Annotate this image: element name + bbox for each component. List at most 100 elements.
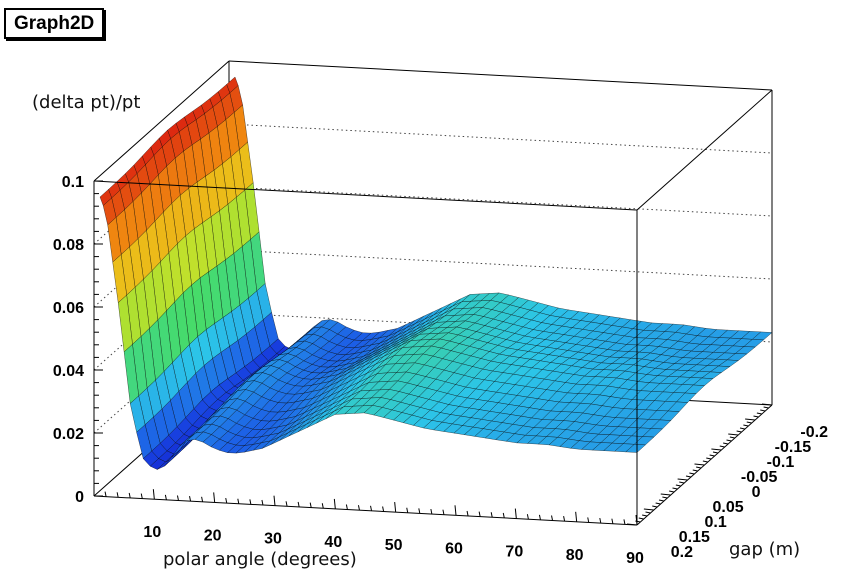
y-tick <box>635 520 641 523</box>
box-edge <box>93 180 638 211</box>
y-tick <box>711 448 722 451</box>
x-tick-label: 50 <box>385 537 403 554</box>
x-tick <box>575 511 578 522</box>
x-tick <box>213 492 216 503</box>
y-tick <box>660 493 671 496</box>
x-tick <box>587 517 590 523</box>
y-tick-label: -0.05 <box>741 469 778 486</box>
box-edge <box>93 495 638 526</box>
x-tick <box>237 498 240 504</box>
x-tick <box>563 516 566 522</box>
y-tick-label: 0 <box>752 484 761 501</box>
y-tick-label: -0.15 <box>775 439 812 456</box>
y-tick <box>675 484 681 487</box>
z-tick-label: 0.06 <box>53 300 84 317</box>
x-tick <box>333 498 336 509</box>
x-tick-label: 90 <box>626 550 644 567</box>
x-tick <box>116 492 119 498</box>
y-tick <box>626 523 638 526</box>
y-tick <box>696 466 702 469</box>
z-tick-label: 0.04 <box>53 363 84 380</box>
x-tick <box>249 499 252 505</box>
x-tick <box>273 495 276 506</box>
y-tick <box>677 478 688 481</box>
x-tick <box>394 502 397 513</box>
tick-labels: 0 0.02 0.04 0.06 0.08 0.1 10 20 30 40 50 60 70 80 90 -0… <box>53 174 828 567</box>
x-tick <box>357 505 360 511</box>
y-tick <box>662 496 668 499</box>
y-tick-label: -0.1 <box>767 454 795 471</box>
x-tick <box>478 511 481 517</box>
y-tick <box>706 457 712 460</box>
x-tick <box>611 518 614 524</box>
x-tick <box>442 509 445 515</box>
x-tick-label: 60 <box>445 540 463 557</box>
z-tick-label: 0.1 <box>62 174 84 191</box>
y-tick-label: 0.05 <box>712 499 743 516</box>
y-tick <box>745 418 756 421</box>
x-tick <box>599 517 602 524</box>
y-tick <box>736 430 742 433</box>
y-tick <box>692 469 698 472</box>
axis-ticks <box>94 180 773 526</box>
y-tick <box>756 412 762 415</box>
x-tick <box>164 494 167 500</box>
z-tick-label: 0 <box>75 489 84 506</box>
x-tick <box>104 491 107 497</box>
x-tick <box>454 505 457 516</box>
x-tick <box>201 496 204 502</box>
x-tick-label: 10 <box>143 524 161 541</box>
y-tick <box>726 439 732 442</box>
y-tick <box>642 514 648 517</box>
grid-line <box>228 123 773 154</box>
x-tick-label: 70 <box>505 544 523 561</box>
y-tick <box>761 403 773 406</box>
x-tick <box>345 504 348 510</box>
y-tick <box>709 454 715 457</box>
y-tick <box>739 427 746 430</box>
y-tick <box>719 445 725 448</box>
box-edge <box>636 89 773 211</box>
x-tick <box>490 512 493 518</box>
y-tick <box>702 460 708 463</box>
y-tick <box>652 505 658 508</box>
y-tick <box>728 433 739 436</box>
x-tick-label: 30 <box>264 531 282 548</box>
x-tick <box>538 514 541 520</box>
y-tick <box>746 421 752 424</box>
y-tick <box>672 487 678 490</box>
y-tick-label: 0.15 <box>679 529 710 546</box>
x-tick <box>635 514 638 526</box>
box-edge <box>228 60 773 91</box>
surface-mesh <box>99 76 773 470</box>
x-tick <box>382 506 385 512</box>
x-tick <box>466 510 469 517</box>
y-tick <box>694 463 705 466</box>
y-tick-label: 0.2 <box>671 544 693 561</box>
y-axis-title: gap (m) <box>729 539 800 560</box>
x-tick <box>502 512 505 519</box>
x-tick <box>321 503 324 509</box>
x-tick <box>309 502 312 508</box>
grid-line <box>228 186 773 217</box>
x-tick <box>176 495 179 501</box>
grid-line <box>228 249 773 280</box>
y-tick <box>655 502 661 505</box>
y-tick <box>743 424 749 427</box>
y-tick <box>669 490 675 493</box>
y-tick <box>723 442 729 445</box>
z-tick-label: 0.08 <box>53 237 84 254</box>
z-tick-label: 0.02 <box>53 426 84 443</box>
x-axis-title: polar angle (degrees) <box>163 549 357 570</box>
y-tick <box>645 511 651 514</box>
y-tick <box>658 499 665 502</box>
y-tick-label: 0.1 <box>705 514 727 531</box>
x-tick <box>370 505 373 511</box>
x-tick <box>514 508 517 519</box>
y-tick <box>712 451 719 454</box>
x-tick <box>551 515 554 521</box>
grid-line <box>228 312 773 343</box>
y-tick <box>729 436 735 439</box>
y-tick <box>685 475 692 478</box>
